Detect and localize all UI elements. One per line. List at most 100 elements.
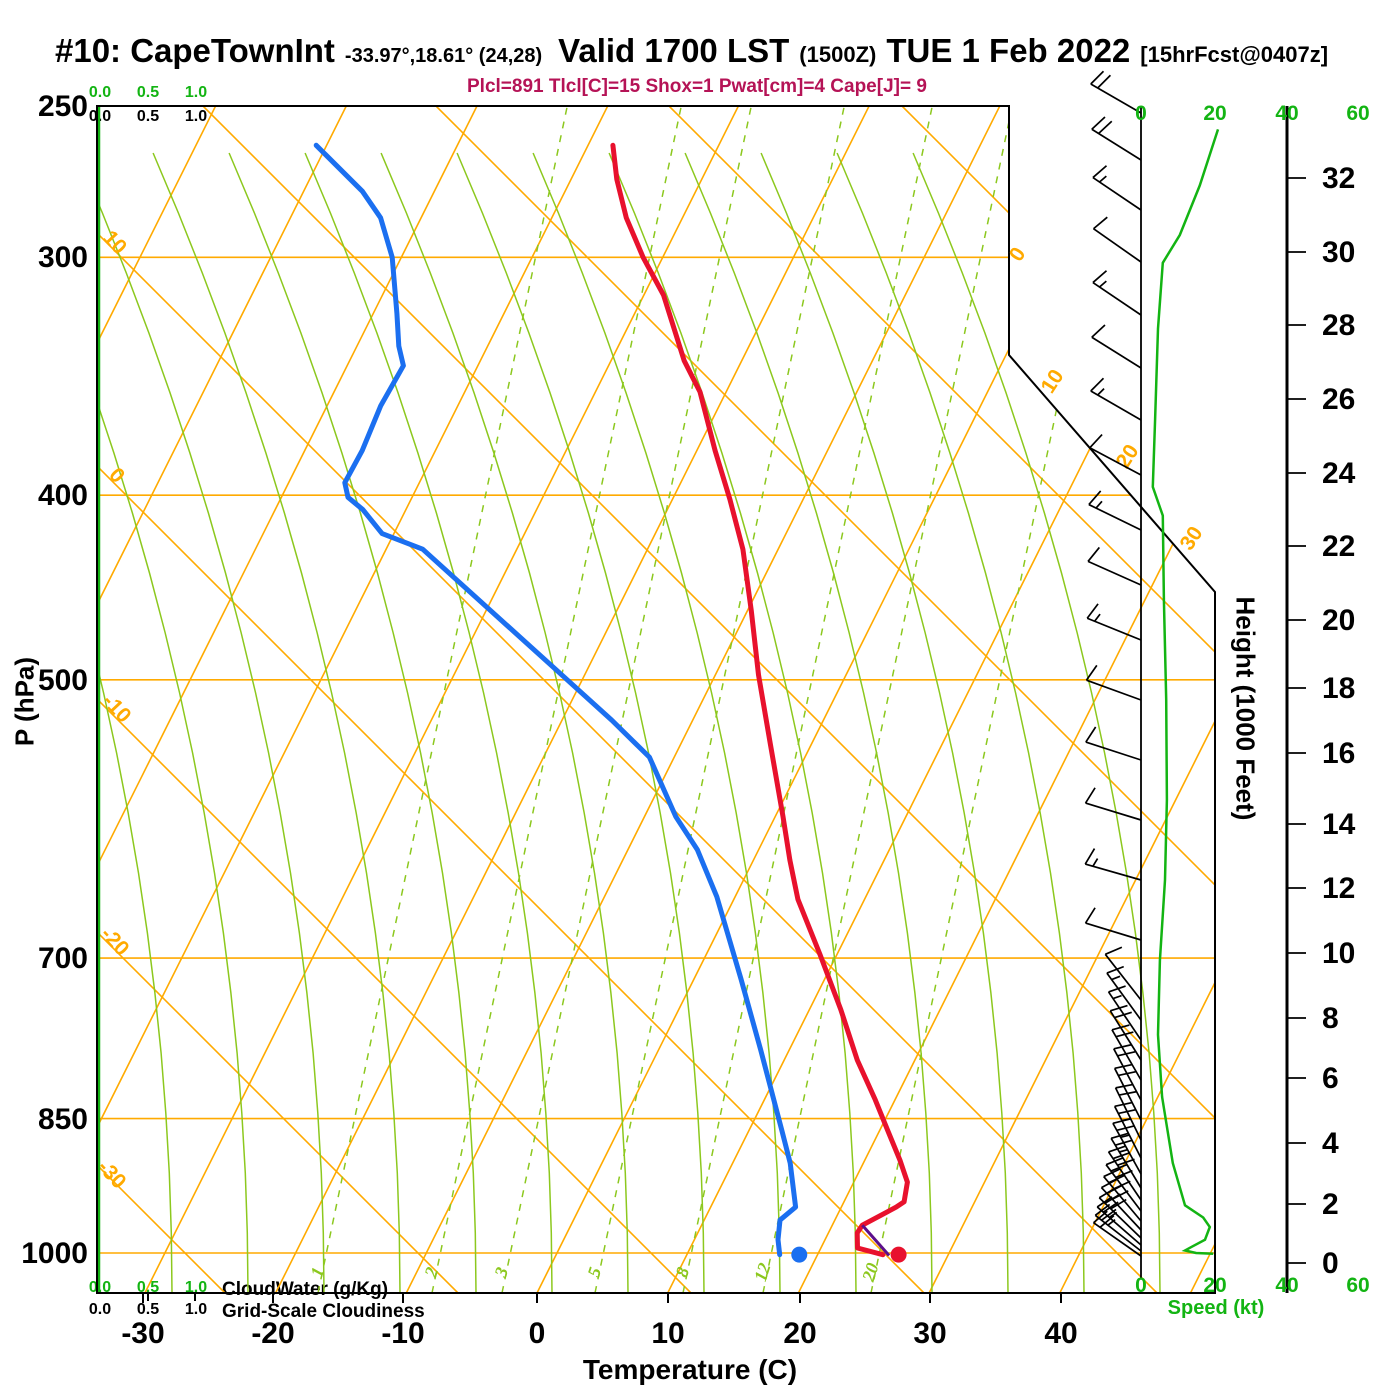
mixing-ratio-label: 5 — [583, 1265, 605, 1280]
wind-barb — [1089, 434, 1142, 476]
cloud-scale-value: 0.0 — [88, 84, 112, 101]
cloudiness-scale-bottom: 0.0 0.5 1.0 — [84, 1301, 228, 1319]
wind-barb — [1114, 1083, 1142, 1141]
station-name: #10: CapeTownInt — [55, 32, 335, 69]
cloud-scale-value: 1.0 — [184, 1279, 208, 1296]
wind-barb — [1106, 965, 1142, 1021]
wind-barbs — [1084, 70, 1142, 1257]
background-grid — [97, 106, 1215, 1293]
wind-barb — [1092, 165, 1142, 211]
wind-barb — [1112, 1118, 1142, 1175]
svg-text:22: 22 — [1322, 530, 1355, 563]
cloudwater-label: CloudWater (g/Kg) — [222, 1279, 389, 1300]
dewpoint-profile — [313, 142, 799, 1258]
wind-barb — [1085, 664, 1142, 701]
svg-text:6: 6 — [1322, 1062, 1339, 1095]
chart-title: #10: CapeTownInt -33.97°,18.61° (24,28) Va… — [55, 32, 1328, 70]
wind-barb — [1090, 377, 1142, 421]
svg-text:-30: -30 — [121, 1317, 164, 1350]
wind-barb — [1092, 1210, 1142, 1257]
svg-text:250: 250 — [38, 90, 88, 123]
grid-line-label: 0 — [104, 463, 129, 487]
svg-text:2: 2 — [1322, 1188, 1339, 1221]
station-coords: -33.97°,18.61° (24,28) — [344, 45, 543, 67]
cloudiness-scale-top: 0.00.51.0 — [84, 108, 228, 126]
svg-text:0: 0 — [1135, 1274, 1147, 1297]
svg-text:-10: -10 — [381, 1317, 424, 1350]
zulu-time: (1500Z) — [799, 42, 877, 67]
grid-line-label: -20 — [96, 923, 134, 961]
svg-text:18: 18 — [1322, 672, 1355, 705]
svg-text:32: 32 — [1322, 162, 1355, 195]
svg-text:20: 20 — [783, 1317, 816, 1350]
pressure-axis-ticks: 250 300 400 500 700 850 1000 — [21, 90, 88, 1270]
svg-text:14: 14 — [1322, 808, 1356, 841]
surface-temp-dot — [890, 1246, 907, 1263]
wind-barb — [1085, 726, 1142, 761]
wind-barb — [1091, 116, 1142, 161]
wind-barb — [1109, 1004, 1142, 1061]
temperature-axis-label: Temperature (C) — [582, 1354, 798, 1385]
mixing-ratio-label: 3 — [490, 1265, 512, 1281]
wind-barb — [1111, 1024, 1142, 1081]
surface-dewpoint-dot — [791, 1246, 808, 1263]
svg-text:400: 400 — [38, 479, 88, 512]
mixing-ratio-label: 12 — [750, 1260, 775, 1283]
svg-text:60: 60 — [1346, 102, 1369, 125]
cloud-scale-value: 0.5 — [136, 84, 160, 101]
svg-text:10: 10 — [1322, 937, 1355, 970]
wind-barb — [1107, 985, 1142, 1041]
cloudwater-scale-top: 0.0 0.5 1.0 — [84, 84, 228, 102]
svg-text:40: 40 — [1044, 1317, 1077, 1350]
svg-text:8: 8 — [1322, 1002, 1339, 1035]
wind-barb — [1092, 270, 1142, 316]
svg-text:0: 0 — [1322, 1247, 1339, 1280]
wind-barb — [1092, 216, 1142, 263]
svg-text:20: 20 — [1203, 102, 1226, 125]
cloud-scale-value: 0.0 — [88, 1301, 112, 1318]
svg-text:0: 0 — [529, 1317, 546, 1350]
wind-barb — [1104, 946, 1142, 1001]
wind-barb — [1084, 848, 1142, 881]
parcel-path — [861, 1224, 891, 1257]
wind-barb — [1110, 1132, 1142, 1189]
svg-text:26: 26 — [1322, 383, 1355, 416]
plot-border — [96, 105, 1216, 1294]
wind-barb — [1094, 1203, 1142, 1252]
cloud-scale-value: 1.0 — [184, 84, 208, 101]
svg-text:20: 20 — [1203, 1274, 1226, 1297]
svg-text:850: 850 — [38, 1103, 88, 1136]
stability-indices: Plcl=891 Tlcl[C]=15 Shox=1 Pwat[cm]=4 Ca… — [467, 76, 927, 97]
wind-barb — [1087, 546, 1142, 586]
temperature-axis-ticks: -30 -20 -10 0 10 20 30 40 — [121, 1293, 1078, 1350]
grid-line-label: 10 — [98, 226, 131, 259]
svg-text:1000: 1000 — [21, 1237, 88, 1270]
temperature-profile — [610, 142, 910, 1258]
wind-barb — [1091, 324, 1142, 369]
svg-text:10: 10 — [651, 1317, 684, 1350]
cloud-scale-value: 1.0 — [184, 1301, 208, 1318]
cloud-scale-value: 0.5 — [136, 108, 160, 125]
forecast-hour: [15hrFcst@0407z] — [1140, 42, 1329, 67]
svg-text:0: 0 — [1135, 102, 1147, 125]
svg-text:28: 28 — [1322, 309, 1355, 342]
wind-speed-profile — [1151, 129, 1220, 1256]
cloud-scale-value: 1.0 — [184, 108, 208, 125]
svg-text:700: 700 — [38, 942, 88, 975]
mixing-ratio-label: 1 — [306, 1265, 328, 1280]
svg-text:40: 40 — [1275, 102, 1298, 125]
svg-text:300: 300 — [38, 241, 88, 274]
svg-text:16: 16 — [1322, 737, 1355, 770]
svg-text:12: 12 — [1322, 872, 1355, 905]
wind-barb — [1098, 1187, 1142, 1239]
wind-barb — [1084, 907, 1142, 941]
svg-text:30: 30 — [913, 1317, 946, 1350]
wind-barb — [1086, 603, 1142, 641]
svg-text:20: 20 — [1322, 604, 1355, 637]
grid-line-label: 30 — [1176, 522, 1208, 554]
valid-date: TUE 1 Feb 2022 — [886, 32, 1131, 69]
